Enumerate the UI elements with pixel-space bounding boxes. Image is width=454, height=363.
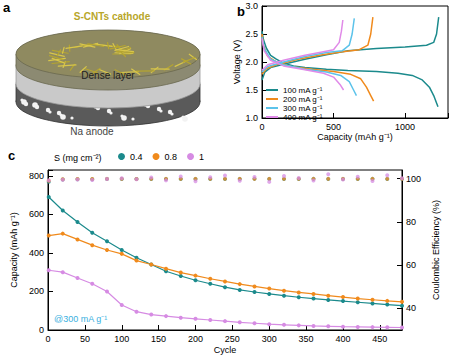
svg-text:100: 100 <box>114 334 129 344</box>
svg-text:3.0: 3.0 <box>245 1 258 11</box>
svg-text:c: c <box>8 148 15 163</box>
svg-text:0: 0 <box>259 122 264 132</box>
svg-text:Capacity (mAh g⁻¹): Capacity (mAh g⁻¹) <box>317 132 393 142</box>
svg-text:1: 1 <box>199 152 204 162</box>
svg-text:Voltage (V): Voltage (V) <box>232 40 242 85</box>
svg-text:100: 100 <box>406 174 421 184</box>
svg-text:2.5: 2.5 <box>245 29 258 39</box>
svg-text:80: 80 <box>406 217 416 227</box>
svg-text:a: a <box>3 0 11 15</box>
svg-text:400: 400 <box>29 248 44 258</box>
svg-text:Dense layer: Dense layer <box>81 70 135 81</box>
svg-text:Cycle: Cycle <box>214 345 237 355</box>
svg-text:2.0: 2.0 <box>245 57 258 67</box>
svg-text:250: 250 <box>225 334 240 344</box>
svg-text:600: 600 <box>29 209 44 219</box>
svg-text:100 mA g⁻¹: 100 mA g⁻¹ <box>283 86 323 95</box>
svg-text:1.5: 1.5 <box>245 85 258 95</box>
svg-text:@300 mA g⁻¹: @300 mA g⁻¹ <box>54 314 107 324</box>
svg-text:40: 40 <box>406 303 416 313</box>
svg-text:300: 300 <box>262 334 277 344</box>
svg-text:500: 500 <box>326 122 341 132</box>
svg-text:0: 0 <box>39 325 44 335</box>
svg-text:Coulombic Efficiency (%): Coulombic Efficiency (%) <box>431 200 441 300</box>
svg-text:50: 50 <box>80 334 90 344</box>
svg-text:200: 200 <box>29 286 44 296</box>
svg-text:450: 450 <box>372 334 387 344</box>
svg-text:400 mA g⁻¹: 400 mA g⁻¹ <box>283 113 323 122</box>
svg-text:0: 0 <box>45 334 50 344</box>
svg-text:800: 800 <box>29 171 44 181</box>
svg-text:60: 60 <box>406 260 416 270</box>
svg-text:150: 150 <box>151 334 166 344</box>
svg-text:b: b <box>237 4 245 19</box>
svg-text:300 mA g⁻¹: 300 mA g⁻¹ <box>283 104 323 113</box>
svg-text:S-CNTs cathode: S-CNTs cathode <box>74 11 151 22</box>
svg-text:1000: 1000 <box>395 122 415 132</box>
svg-text:350: 350 <box>299 334 314 344</box>
svg-text:0.4: 0.4 <box>130 152 143 162</box>
svg-text:1.0: 1.0 <box>245 113 258 123</box>
svg-text:0.8: 0.8 <box>165 152 178 162</box>
svg-text:200: 200 <box>188 334 203 344</box>
svg-text:Capacity (mAh g⁻¹): Capacity (mAh g⁻¹) <box>9 212 19 288</box>
svg-text:200 mA g⁻¹: 200 mA g⁻¹ <box>283 95 323 104</box>
svg-text:Na anode: Na anode <box>70 126 114 137</box>
svg-text:S (mg cm⁻²): S (mg cm⁻²) <box>54 153 102 163</box>
svg-text:400: 400 <box>335 334 350 344</box>
